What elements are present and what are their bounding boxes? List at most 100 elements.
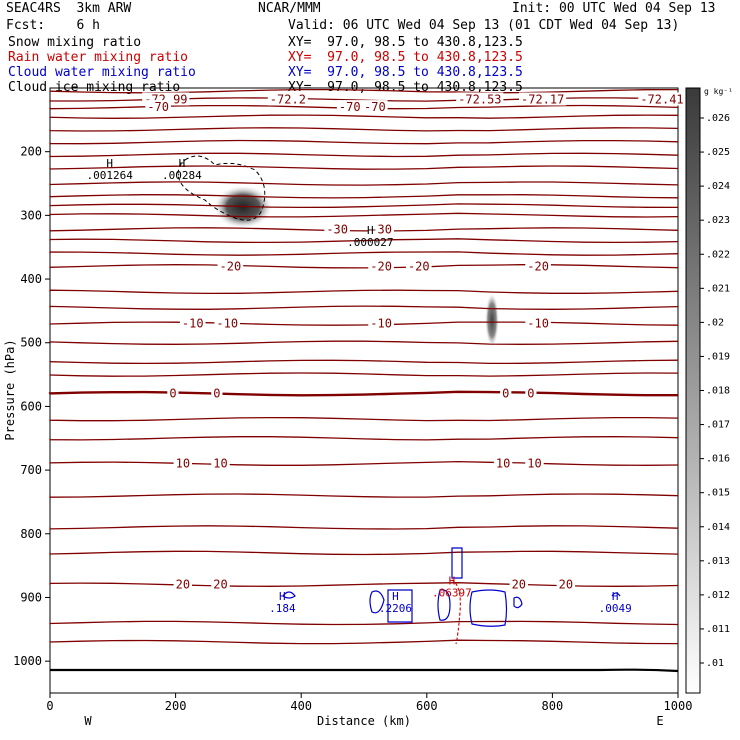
colorbar-tick-label: .015: [706, 488, 730, 499]
contour-label: 20: [512, 578, 526, 592]
contour-label: -70: [147, 100, 169, 114]
contour-label-bg: [368, 259, 394, 273]
temperature-contour: [49, 550, 679, 556]
temperature-contour: [49, 203, 679, 209]
rain-water-contour: [451, 579, 461, 645]
contour-label-bg: [556, 577, 576, 591]
temperature-contour: [49, 525, 679, 530]
contour-label: -20: [220, 259, 242, 273]
max-value-label: .2206: [379, 602, 412, 615]
contour-label: 20: [559, 578, 573, 592]
x-end-left-label: W: [84, 714, 92, 728]
temperature-contour-labeled: [49, 227, 679, 232]
contour-label: -10: [182, 317, 204, 331]
max-value-label: .000027: [347, 236, 393, 249]
max-value-label: .184: [269, 602, 296, 615]
max-marker: H: [367, 224, 374, 237]
temperature-contour: [49, 340, 679, 345]
y-tick-label: 700: [20, 463, 42, 477]
temperature-contour: [49, 372, 679, 377]
cloud-water-blob-2: [369, 590, 385, 614]
contour-label: -10: [370, 317, 392, 331]
contour-label-bg: [211, 456, 230, 470]
cloud-water-blob-3: [387, 589, 413, 623]
y-tick-label: 500: [20, 336, 42, 350]
temperature-contour: [49, 289, 679, 295]
colorbar-tick-label: .019: [706, 351, 730, 362]
contour-label-bg: [493, 456, 513, 470]
colorbar-unit: g kg⁻¹: [704, 87, 733, 96]
colorbar-tick-label: .01: [706, 658, 724, 669]
temperature-contour: [49, 194, 679, 199]
contour-label-bg: [368, 316, 394, 330]
y-tick-label: 800: [20, 527, 42, 541]
colorbar-tick-label: .02: [706, 317, 724, 328]
model-title: SEAC4RS 3km ARW: [6, 1, 132, 16]
colorbar: [685, 87, 701, 694]
max-marker: H: [392, 590, 399, 603]
snow-dashed-contour: [177, 155, 266, 221]
contour-label-bg: [167, 386, 179, 400]
cloud-water-blob-6: [469, 589, 508, 627]
max-marker: H: [179, 157, 186, 170]
contour-label: -30: [370, 222, 392, 236]
ice-maximum-shading: [485, 292, 499, 348]
contour-label-bg: [324, 222, 350, 236]
contour-label-bg: [211, 577, 230, 591]
max-value-label: .00284: [162, 169, 202, 182]
cloud-water-blob-4: [437, 589, 451, 621]
contour-label-bg: [214, 316, 241, 330]
init-time: Init: 00 UTC Wed 04 Sep 13: [512, 1, 716, 16]
colorbar-tick-label: .024: [706, 181, 730, 192]
y-tick-label: 1000: [13, 654, 42, 668]
contour-label-bg: [525, 316, 551, 330]
contour-label-bg: [211, 386, 223, 400]
plot-frame: [49, 87, 679, 694]
contour-label: 20: [176, 578, 190, 592]
colorbar-tick-label: .021: [706, 283, 730, 294]
contour-label-bg: [500, 386, 512, 400]
cloud-water-blob-8: [611, 592, 621, 597]
field-xy-rain: XY= 97.0, 98.5 to 430.8,123.5: [288, 50, 523, 65]
contour-label: -72.41: [640, 92, 683, 106]
contour-label: -20: [408, 259, 430, 273]
temperature-contour-labeled: [48, 390, 678, 397]
field-label-cloudwater: Cloud water mixing ratio: [8, 65, 196, 80]
colorbar-tick-label: .016: [706, 454, 730, 465]
x-end-right-label: E: [656, 714, 663, 728]
y-tick-label: 300: [20, 208, 42, 222]
colorbar-tick-label: .013: [706, 556, 730, 567]
field-label-rain: Rain water mixing ratio: [8, 50, 189, 65]
contour-label: -10: [216, 317, 238, 331]
x-tick-label: 1000: [664, 699, 693, 713]
colorbar-tick-label: .025: [706, 147, 730, 158]
contour-label-bg: [405, 259, 432, 273]
contour-label-bg: [638, 92, 686, 106]
colorbar-tick-label: .018: [706, 386, 730, 397]
contour-label-bg: [456, 92, 504, 106]
temperature-contour: [49, 152, 679, 158]
max-value-label: .0049: [599, 602, 632, 615]
temperature-contour: [49, 416, 679, 422]
temperature-contour: [49, 165, 679, 170]
contour-label: -72.53: [458, 92, 501, 106]
surface-line: [50, 668, 679, 673]
contour-label-bg: [525, 386, 537, 400]
contour-label-bg: [509, 577, 528, 591]
cloud-water-blob-5: [451, 547, 463, 579]
temperature-contour: [49, 127, 679, 132]
contour-label: 0: [527, 387, 534, 401]
x-tick-label: 400: [290, 699, 312, 713]
contour-label: 10: [527, 457, 541, 471]
contour-label: 0: [213, 387, 220, 401]
x-tick-label: 200: [165, 699, 187, 713]
max-marker: H: [449, 574, 456, 587]
max-marker: H: [279, 590, 286, 603]
contour-label: -10: [527, 317, 549, 331]
contour-label-bg: [362, 100, 388, 114]
temperature-contour: [49, 436, 679, 441]
field-xy-cloudwater: XY= 97.0, 98.5 to 430.8,123.5: [288, 65, 523, 80]
temperature-contour: [49, 212, 679, 218]
colorbar-tick-label: .023: [706, 215, 730, 226]
